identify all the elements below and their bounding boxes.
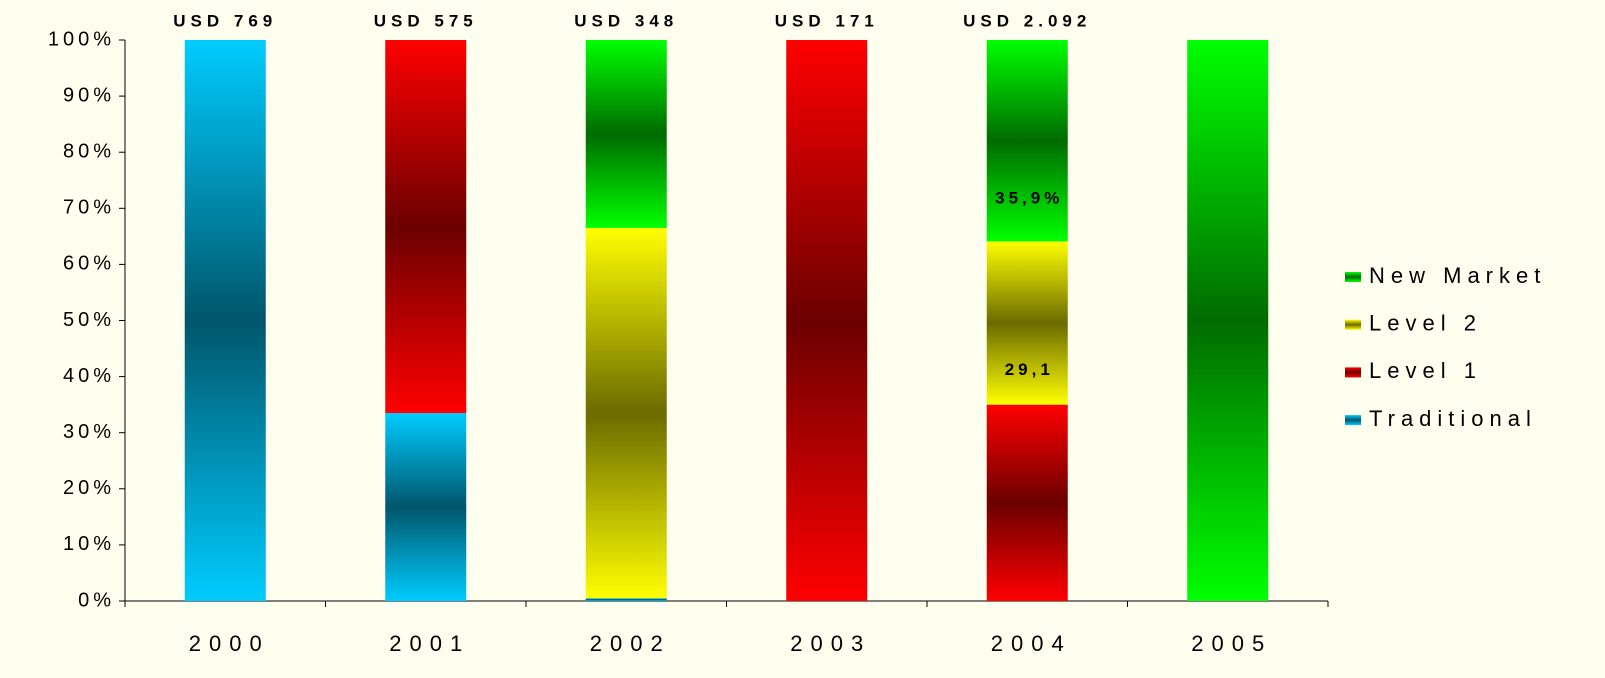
bar-segment	[986, 404, 1068, 601]
x-tick-label: 2002	[590, 631, 671, 656]
y-tick-label: 10%	[63, 533, 115, 555]
y-tick-label: 0%	[78, 589, 115, 611]
y-tick-label: 70%	[63, 197, 115, 219]
x-tick-label: 2005	[1191, 631, 1272, 656]
top-label: USD 575	[374, 11, 478, 30]
top-label: USD 171	[775, 11, 879, 30]
bar-segment	[385, 413, 467, 601]
x-tick-label: 2004	[991, 631, 1072, 656]
top-label: USD 2.092	[963, 11, 1091, 30]
legend-label: Traditional	[1369, 406, 1537, 431]
y-tick-label: 30%	[63, 421, 115, 443]
data-label: 29,1	[1005, 360, 1054, 379]
legend-swatch	[1345, 319, 1361, 330]
legend-label: Level 1	[1369, 358, 1482, 383]
y-tick-label: 100%	[48, 28, 115, 50]
y-tick-label: 60%	[63, 253, 115, 275]
data-label: 35,9%	[995, 189, 1063, 208]
bar-segment	[986, 40, 1068, 242]
legend-label: Level 2	[1369, 311, 1482, 336]
bar-segment	[184, 40, 266, 601]
bar-segment	[385, 40, 467, 414]
top-label: USD 348	[574, 11, 678, 30]
y-tick-label: 90%	[63, 84, 115, 106]
bar-segment	[585, 227, 667, 599]
y-tick-label: 80%	[63, 140, 115, 162]
x-tick-label: 2003	[790, 631, 871, 656]
bar-segment	[585, 598, 667, 601]
y-tick-label: 40%	[63, 365, 115, 387]
legend-label: New Market	[1369, 263, 1546, 288]
x-tick-label: 2000	[189, 631, 270, 656]
legend-swatch	[1345, 272, 1361, 282]
bar-segment	[1187, 40, 1269, 601]
bar-segment	[585, 40, 667, 228]
legend-swatch	[1345, 415, 1361, 426]
x-tick-label: 2001	[389, 631, 470, 656]
legend-swatch	[1345, 367, 1361, 378]
top-label: USD 769	[173, 11, 277, 30]
y-tick-label: 20%	[63, 477, 115, 499]
bar-segment	[986, 241, 1068, 405]
y-tick-label: 50%	[63, 309, 115, 331]
bar-segment	[786, 40, 868, 601]
